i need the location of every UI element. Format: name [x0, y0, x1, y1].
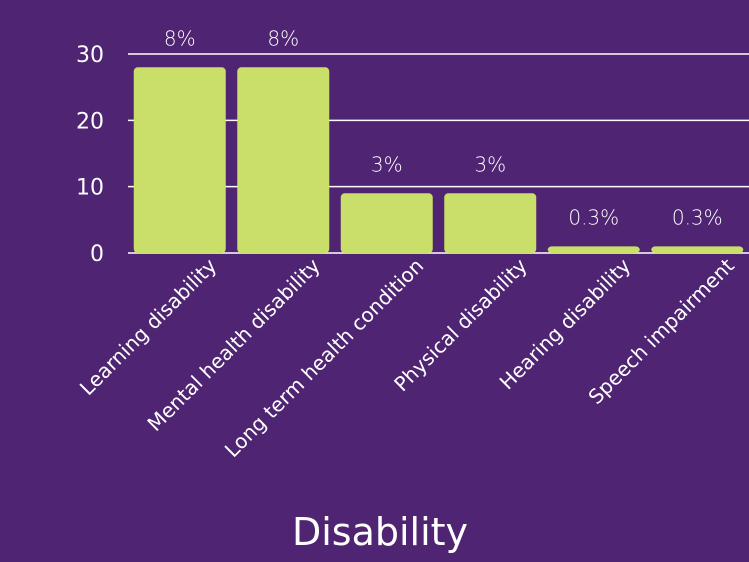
- data-label: 8%: [267, 26, 299, 50]
- bars: [133, 67, 744, 254]
- y-tick-label: 0: [90, 242, 104, 267]
- y-tick-label: 10: [76, 176, 104, 201]
- data-label: 3%: [474, 152, 506, 176]
- bar: [547, 246, 640, 253]
- bar: [340, 193, 433, 253]
- y-axis-ticks: 0 10 20 30: [76, 43, 104, 267]
- bar: [651, 246, 744, 253]
- y-tick-label: 30: [76, 43, 104, 68]
- x-tick-label: Long term health condition: [220, 254, 428, 462]
- x-axis-title: Disability: [292, 510, 468, 554]
- gridlines: [128, 53, 749, 254]
- y-tick-label: 20: [76, 109, 104, 134]
- data-label: 8%: [164, 26, 196, 50]
- data-label: 0.3%: [672, 205, 723, 229]
- x-tick-label: Mental health disability: [142, 253, 324, 435]
- data-label: 3%: [371, 152, 403, 176]
- bar: [444, 193, 537, 253]
- data-label: 0.3%: [568, 205, 619, 229]
- bar: [237, 67, 330, 254]
- data-labels: 8% 8% 3% 3% 0.3% 0.3%: [164, 26, 723, 229]
- bar: [133, 67, 226, 254]
